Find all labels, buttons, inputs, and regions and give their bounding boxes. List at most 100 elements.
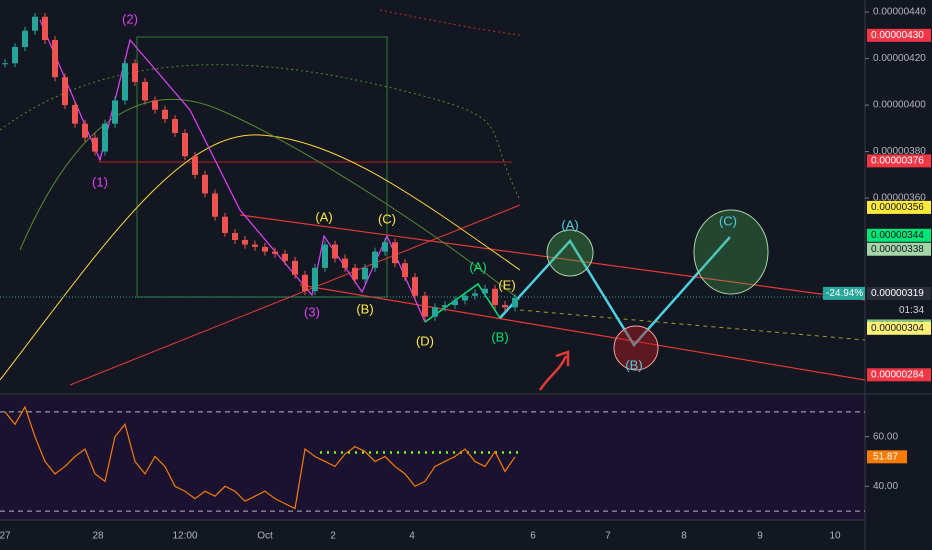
price-label-box xyxy=(867,28,931,42)
candle xyxy=(72,105,78,124)
y-tick-label: 60.00 xyxy=(873,431,898,442)
price-label-box xyxy=(867,242,931,256)
candle xyxy=(132,63,138,82)
x-tick-label: 28 xyxy=(92,531,104,542)
candle xyxy=(2,63,8,65)
wave-label: (E) xyxy=(498,277,515,292)
y-tick-label: 0.00000400 xyxy=(873,100,926,111)
price-label: 0.00000376 xyxy=(871,156,924,167)
price-label-box xyxy=(867,368,931,382)
band xyxy=(519,309,866,341)
price-label: 0.00000338 xyxy=(871,244,924,255)
price-label: 0.00000319 xyxy=(871,288,924,299)
wave-label: (2) xyxy=(122,11,138,26)
trend-line xyxy=(69,204,521,386)
candle xyxy=(242,239,248,245)
price-label: 0.00000304 xyxy=(871,323,924,334)
x-tick-label: 6 xyxy=(530,531,536,542)
candle xyxy=(22,30,28,47)
y-tick-label: 0.00000360 xyxy=(873,193,926,204)
candle xyxy=(282,253,288,261)
candle xyxy=(112,100,118,124)
moving-average xyxy=(19,98,521,301)
moving-average xyxy=(0,134,521,381)
channel-bottom xyxy=(299,284,866,381)
candle xyxy=(212,193,218,217)
candle xyxy=(292,260,298,275)
rsi-value-label: 51.87 xyxy=(873,451,898,462)
candle xyxy=(42,16,48,40)
x-tick-label: 2 xyxy=(330,531,336,542)
candle xyxy=(52,39,58,78)
candle xyxy=(362,267,368,280)
wave-label: (B) xyxy=(356,301,373,316)
x-tick-label: 4 xyxy=(409,531,415,542)
candle xyxy=(92,137,98,152)
y-tick-label: 0.00000420 xyxy=(873,53,926,64)
x-tick-label: 12:00 xyxy=(172,531,197,542)
candle xyxy=(102,123,108,152)
countdown: 01:34 xyxy=(899,305,924,316)
candle xyxy=(472,293,478,296)
wave-label: (3) xyxy=(304,304,320,319)
wave-label: (B) xyxy=(625,357,642,372)
candle xyxy=(172,119,178,133)
x-tick-label: 9 xyxy=(757,531,763,542)
candle xyxy=(502,305,508,308)
wave-label: (D) xyxy=(416,333,434,348)
candle xyxy=(82,123,88,138)
x-tick-label: 10 xyxy=(829,531,841,542)
wave-label: (C) xyxy=(378,211,396,226)
price-label: 0.00000344 xyxy=(871,230,924,241)
rsi-line xyxy=(4,405,516,510)
band xyxy=(379,9,521,36)
change-label: -24.94% xyxy=(826,288,863,299)
x-tick-label: Oct xyxy=(257,531,273,542)
candle xyxy=(12,46,18,64)
price-label-box xyxy=(867,321,931,335)
candle xyxy=(462,295,468,301)
target-circle xyxy=(546,229,594,277)
candle xyxy=(382,242,388,252)
candle xyxy=(272,251,278,254)
arrow xyxy=(538,350,570,391)
candle xyxy=(482,288,488,294)
price-label-box xyxy=(867,200,931,214)
candle xyxy=(252,244,258,247)
candle xyxy=(512,298,518,308)
x-tick-label: 8 xyxy=(681,531,687,542)
candle xyxy=(392,242,398,264)
price-label: 0.00000430 xyxy=(871,30,924,41)
candle xyxy=(162,109,168,120)
price-label-box xyxy=(867,154,931,168)
candle xyxy=(32,16,38,31)
wave-line xyxy=(424,282,501,323)
candle xyxy=(402,263,408,278)
candle xyxy=(412,277,418,296)
candle xyxy=(452,300,458,306)
candle xyxy=(142,81,148,101)
y-tick-label: 40.00 xyxy=(873,481,898,492)
candle xyxy=(422,295,428,317)
candle xyxy=(222,216,228,233)
wave-label: (A) xyxy=(469,259,486,274)
rsi-value-box xyxy=(867,450,907,464)
candle xyxy=(372,251,378,268)
candle xyxy=(492,288,498,306)
wave-label: (A) xyxy=(561,217,578,232)
candle xyxy=(432,307,438,317)
rsi-pane xyxy=(0,396,865,520)
candle xyxy=(62,77,68,106)
wave-label: (A) xyxy=(315,209,332,224)
wave-label: (1) xyxy=(92,174,108,189)
wave-label: (C) xyxy=(719,213,737,228)
candle xyxy=(302,274,308,292)
x-tick-label: 7 xyxy=(605,531,611,542)
price-label-box xyxy=(867,228,931,242)
candle xyxy=(322,244,328,268)
candle xyxy=(312,267,318,292)
y-tick-label: 0.00000380 xyxy=(873,146,926,157)
change-box xyxy=(823,286,865,300)
